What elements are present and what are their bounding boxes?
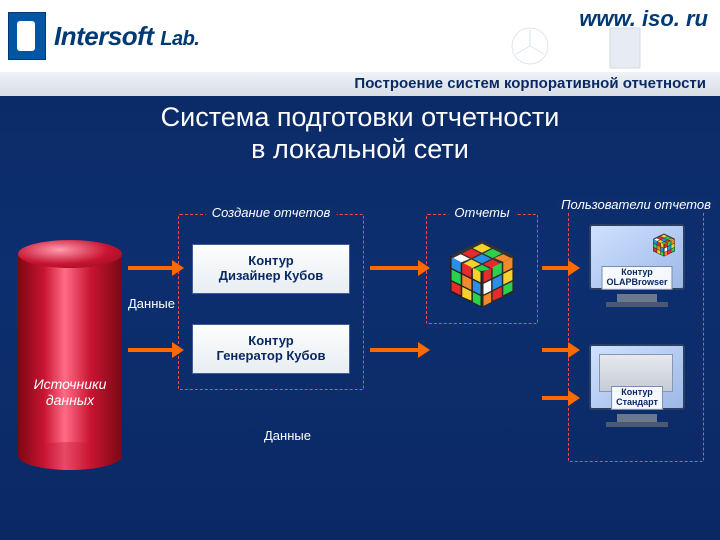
- arrow-icon: [370, 348, 420, 352]
- logo-mark-icon: [8, 12, 46, 60]
- monitor-standard: Контур Стандарт: [582, 344, 692, 438]
- rubik-cube-icon: [444, 236, 520, 312]
- arrow-icon: [542, 396, 570, 400]
- cylinder-label: Источники данных: [12, 376, 128, 408]
- logo-text: Intersoft Lab.: [54, 21, 199, 52]
- header-deco-icon: [500, 24, 660, 70]
- title-line-2: в локальной сети: [251, 134, 469, 164]
- title-line-1: Система подготовки отчетности: [161, 102, 560, 132]
- main-title: Система подготовки отчетности в локально…: [0, 102, 720, 166]
- monitor-olap-label: Контур OLAPBrowser: [601, 266, 672, 290]
- tool-generator: Контур Генератор Кубов: [192, 324, 350, 374]
- mini-cube-icon: [651, 232, 677, 258]
- brand: Intersoft: [54, 21, 154, 51]
- group-reports-title: Отчеты: [448, 205, 515, 220]
- arrow-icon: [542, 348, 570, 352]
- header: Intersoft Lab. www. iso. ru: [0, 0, 720, 72]
- brand-sub: Lab.: [160, 28, 199, 50]
- arrow-icon: [542, 266, 570, 270]
- group-create-title: Создание отчетов: [206, 205, 337, 220]
- monitor-olap: Контур OLAPBrowser: [582, 224, 692, 318]
- data-sources-cylinder: [18, 240, 122, 470]
- tool-designer: Контур Дизайнер Кубов: [192, 244, 350, 294]
- arrow-icon: [128, 348, 174, 352]
- group-users-title: Пользователи отчетов: [555, 197, 717, 212]
- monitor-standard-label: Контур Стандарт: [611, 386, 663, 410]
- arrow-icon: [128, 266, 174, 270]
- subtitle: Построение систем корпоративной отчетнос…: [0, 72, 720, 96]
- data-label-top: Данные: [128, 296, 175, 311]
- arrow-icon: [370, 266, 420, 270]
- data-label-bottom: Данные: [264, 428, 311, 443]
